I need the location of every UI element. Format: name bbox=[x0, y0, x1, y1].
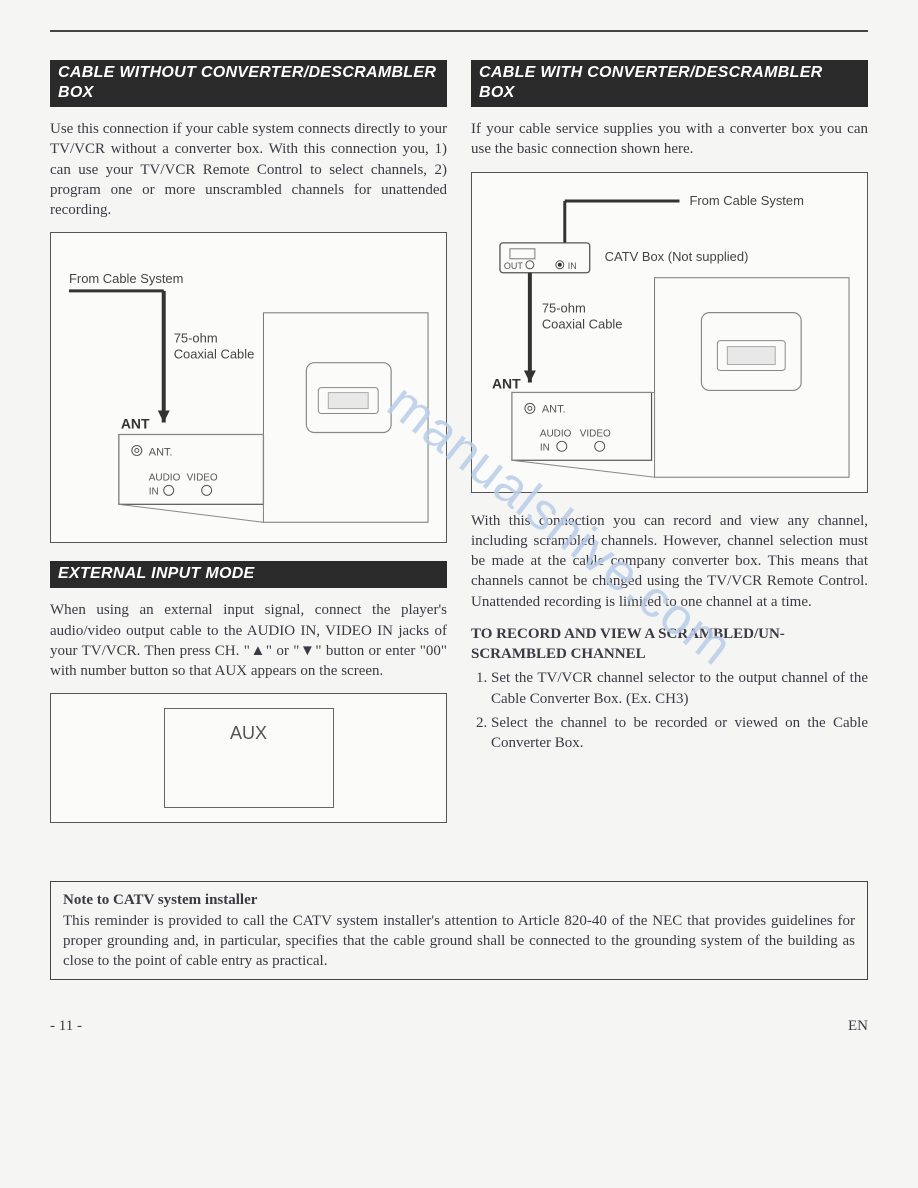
svg-text:Coaxial Cable: Coaxial Cable bbox=[542, 316, 623, 331]
subhead-record-view: TO RECORD AND VIEW A SCRAMBLED/UN-SCRAMB… bbox=[471, 624, 868, 665]
svg-text:IN: IN bbox=[540, 442, 550, 453]
svg-text:ANT.: ANT. bbox=[542, 403, 566, 415]
aux-label: AUX bbox=[230, 721, 267, 745]
paragraph-cable-with-explain: With this connection you can record and … bbox=[471, 511, 868, 612]
label-from-cable: From Cable System bbox=[69, 271, 183, 286]
svg-text:ANT.: ANT. bbox=[149, 447, 173, 459]
diagram-cable-with: From Cable System OUT IN CATV Box (Not s… bbox=[471, 172, 868, 493]
svg-text:ANT: ANT bbox=[492, 375, 521, 391]
svg-text:75-ohm: 75-ohm bbox=[542, 300, 586, 315]
two-column-layout: CABLE WITHOUT CONVERTER/DESCRAMBLER BOX … bbox=[50, 60, 868, 841]
paragraph-external-input: When using an external input signal, con… bbox=[50, 600, 447, 681]
paragraph-cable-without: Use this connection if your cable system… bbox=[50, 119, 447, 220]
page-footer: - 11 - EN bbox=[50, 1016, 868, 1036]
paragraph-cable-with-intro: If your cable service supplies you with … bbox=[471, 119, 868, 160]
svg-text:OUT: OUT bbox=[504, 260, 523, 270]
svg-text:VIDEO: VIDEO bbox=[187, 473, 218, 484]
svg-text:AUDIO: AUDIO bbox=[149, 473, 181, 484]
steps-list: Set the TV/VCR channel selector to the o… bbox=[471, 668, 868, 753]
section-header-external-input: EXTERNAL INPUT MODE bbox=[50, 561, 447, 588]
step-1: Set the TV/VCR channel selector to the o… bbox=[491, 668, 868, 709]
diagram-cable-without: From Cable System 75-ohm Coaxial Cable A… bbox=[50, 232, 447, 543]
note-catv-installer: Note to CATV system installer This remin… bbox=[50, 881, 868, 980]
svg-text:75-ohm: 75-ohm bbox=[174, 331, 218, 346]
top-divider bbox=[50, 30, 868, 32]
right-column: CABLE WITH CONVERTER/DESCRAMBLER BOX If … bbox=[471, 60, 868, 841]
svg-text:ANT: ANT bbox=[121, 416, 150, 432]
page-lang: EN bbox=[848, 1016, 868, 1036]
diagram-svg-2: From Cable System OUT IN CATV Box (Not s… bbox=[480, 183, 859, 482]
diagram-aux: AUX bbox=[50, 693, 447, 823]
note-title: Note to CATV system installer bbox=[63, 892, 257, 908]
svg-text:IN: IN bbox=[149, 487, 159, 498]
svg-text:AUDIO: AUDIO bbox=[540, 428, 572, 439]
aux-screen: AUX bbox=[164, 708, 334, 808]
svg-text:VIDEO: VIDEO bbox=[580, 428, 611, 439]
svg-text:IN: IN bbox=[568, 260, 577, 270]
note-body: This reminder is provided to call the CA… bbox=[63, 913, 855, 970]
step-2: Select the channel to be recorded or vie… bbox=[491, 713, 868, 754]
svg-text:CATV Box (Not supplied): CATV Box (Not supplied) bbox=[605, 248, 749, 263]
diagram-svg-1: From Cable System 75-ohm Coaxial Cable A… bbox=[59, 243, 438, 532]
left-column: CABLE WITHOUT CONVERTER/DESCRAMBLER BOX … bbox=[50, 60, 447, 841]
section-header-cable-without: CABLE WITHOUT CONVERTER/DESCRAMBLER BOX bbox=[50, 60, 447, 107]
section-header-cable-with: CABLE WITH CONVERTER/DESCRAMBLER BOX bbox=[471, 60, 868, 107]
svg-text:From Cable System: From Cable System bbox=[689, 192, 803, 207]
page-number: - 11 - bbox=[50, 1018, 82, 1034]
svg-text:Coaxial Cable: Coaxial Cable bbox=[174, 347, 255, 362]
page: manualshive.com CABLE WITHOUT CONVERTER/… bbox=[50, 30, 868, 1036]
